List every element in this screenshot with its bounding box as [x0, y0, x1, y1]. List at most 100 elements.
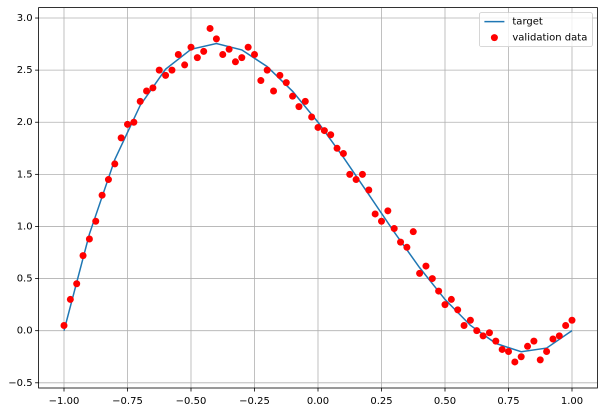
- x-tick-label: 0.50: [434, 396, 456, 407]
- x-tick-label: −0.50: [176, 396, 207, 407]
- data-point: [460, 321, 468, 329]
- data-point: [104, 176, 112, 184]
- data-point: [409, 228, 417, 236]
- data-point: [524, 342, 532, 350]
- data-point: [492, 337, 500, 345]
- data-point: [568, 316, 576, 324]
- data-point: [225, 45, 233, 53]
- legend-box: [478, 12, 593, 48]
- data-point: [466, 316, 474, 324]
- data-point: [346, 170, 354, 178]
- data-point: [352, 176, 360, 184]
- data-point: [378, 217, 385, 225]
- data-point: [206, 24, 214, 32]
- y-tick-label: 0.5: [17, 274, 33, 285]
- data-point: [371, 210, 379, 218]
- data-point: [257, 77, 265, 85]
- data-point: [136, 97, 144, 105]
- data-point: [384, 207, 392, 215]
- data-point: [143, 87, 151, 95]
- data-point: [428, 275, 436, 283]
- data-point: [562, 321, 570, 329]
- data-point: [231, 58, 239, 66]
- data-point: [320, 127, 328, 135]
- data-point: [365, 186, 373, 194]
- data-point: [517, 353, 525, 361]
- data-point: [282, 79, 290, 87]
- data-point: [111, 160, 119, 168]
- data-point: [327, 131, 335, 139]
- data-point: [314, 123, 322, 131]
- data-point: [92, 217, 100, 225]
- data-point: [162, 71, 170, 79]
- data-point: [333, 144, 341, 152]
- data-point: [358, 170, 366, 178]
- x-tick-label: −0.25: [239, 396, 270, 407]
- data-point: [181, 61, 189, 69]
- x-tick-label: 0.75: [497, 396, 519, 407]
- legend-label: validation data: [512, 33, 587, 44]
- data-point: [505, 348, 512, 356]
- data-point: [549, 335, 557, 343]
- data-point: [187, 43, 195, 51]
- data-point: [168, 66, 176, 74]
- data-point: [543, 348, 551, 356]
- data-point: [276, 71, 284, 79]
- data-point: [85, 235, 93, 243]
- data-point: [130, 118, 138, 126]
- data-point: [219, 50, 227, 58]
- x-tick-label: −1.00: [49, 396, 80, 407]
- data-point: [212, 35, 220, 43]
- data-point: [530, 337, 538, 345]
- axes: −1.00 −0.75 −0.50 −0.25 0.00 0.25 0.50 0.75 1.0 0…: [8, 7, 598, 407]
- data-point: [155, 66, 163, 74]
- data-point: [339, 150, 347, 158]
- data-point: [60, 321, 68, 329]
- data-point: [441, 301, 449, 309]
- x-tick-label: −0.75: [112, 396, 143, 407]
- data-point: [251, 50, 258, 58]
- data-point: [79, 252, 87, 260]
- data-point: [295, 103, 303, 111]
- y-tick-label: 1.0: [17, 221, 33, 232]
- y-tick-label: 3.0: [17, 13, 33, 24]
- x-tick-label: 0.00: [307, 396, 329, 407]
- data-point: [555, 332, 563, 340]
- data-point: [390, 225, 398, 233]
- data-point: [473, 327, 481, 335]
- data-point: [117, 134, 125, 142]
- data-point: [200, 47, 208, 55]
- data-point: [435, 287, 443, 295]
- data-point: [397, 238, 405, 246]
- y-tick-label: 0.0: [17, 326, 33, 337]
- data-point: [263, 66, 271, 74]
- data-point: [98, 191, 106, 199]
- data-point: [244, 43, 252, 51]
- data-point: [485, 329, 493, 337]
- data-point: [403, 243, 411, 251]
- legend: target validation data: [478, 12, 593, 48]
- data-point: [416, 269, 424, 277]
- data-point: [238, 54, 246, 62]
- data-point: [498, 345, 506, 353]
- data-point: [308, 113, 316, 121]
- data-point: [124, 120, 131, 128]
- y-tick-label: 2.0: [17, 117, 33, 128]
- legend-marker: [490, 34, 498, 42]
- data-point: [270, 87, 278, 95]
- x-tick-label: 0.25: [370, 396, 392, 407]
- data-point: [536, 356, 544, 364]
- data-point: [511, 358, 519, 366]
- plot-area: [60, 24, 576, 366]
- y-tick-label: 2.5: [17, 65, 33, 76]
- data-point: [454, 306, 462, 314]
- data-point: [301, 97, 309, 105]
- legend-label: target: [512, 17, 542, 28]
- data-point: [73, 280, 81, 288]
- data-point: [193, 54, 201, 62]
- data-point: [422, 262, 430, 270]
- data-point: [447, 295, 455, 303]
- data-point: [149, 84, 157, 92]
